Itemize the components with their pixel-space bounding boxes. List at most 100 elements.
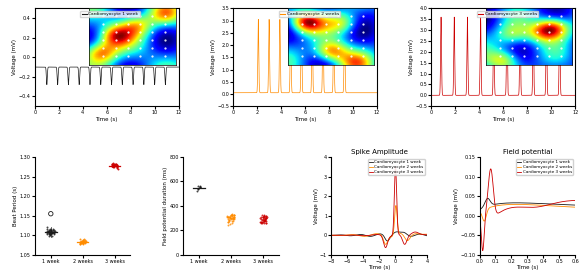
Point [258,217,267,222]
Point [113,165,122,169]
Point [112,164,121,168]
Point [229,213,239,218]
Legend: Cardiomyocyte 2 weeks: Cardiomyocyte 2 weeks [278,11,340,17]
Point [229,213,239,218]
Point [195,185,205,189]
Point [81,239,91,243]
Point [49,227,58,232]
Point [109,165,119,169]
Point [113,167,122,171]
Point [47,228,56,232]
Point [78,239,87,244]
Point [259,213,268,218]
Y-axis label: Voltage (mV): Voltage (mV) [12,39,17,75]
Point [229,215,239,220]
Point [228,213,237,217]
Point [107,164,116,168]
Point [107,163,117,168]
Point [225,218,234,223]
Point [111,162,120,166]
Point [48,230,58,234]
Point [49,228,58,232]
Point [227,216,236,221]
Legend: Cardiomyocyte 1 week: Cardiomyocyte 1 week [80,11,139,17]
Point [260,214,270,219]
Y-axis label: Voltage (mV): Voltage (mV) [409,39,414,75]
Point [258,220,267,224]
Point [78,238,88,242]
Point [46,229,56,233]
Y-axis label: Field potential duration (ms): Field potential duration (ms) [163,167,168,245]
Point [78,239,87,244]
Point [260,217,270,221]
Point [226,213,235,217]
Point [78,242,88,246]
Point [50,230,59,235]
X-axis label: Time (s): Time (s) [294,117,316,122]
Point [258,218,267,223]
Y-axis label: Voltage (mV): Voltage (mV) [454,188,459,224]
Point [224,219,233,224]
Point [109,163,118,167]
Y-axis label: Beat Period (s): Beat Period (s) [13,186,19,226]
Point [112,163,121,167]
Point [227,213,236,217]
Point [44,230,53,234]
Point [195,184,205,188]
Point [260,214,269,219]
Point [46,211,55,216]
Point [80,240,89,245]
Point [229,217,238,221]
Point [112,166,121,170]
Point [45,234,54,238]
Point [193,189,202,193]
Legend: Cardiomyocyte 1 week, Cardiomyocyte 2 weeks, Cardiomyocyte 3 weeks: Cardiomyocyte 1 week, Cardiomyocyte 2 we… [516,159,573,175]
Point [46,231,55,235]
Point [45,229,54,234]
Point [45,232,54,237]
Point [78,241,87,245]
Point [261,215,271,220]
Point [223,214,232,218]
Point [47,230,56,235]
Point [50,232,59,236]
Point [44,230,53,234]
Title: Field potential: Field potential [503,149,552,155]
Point [260,217,269,221]
Point [257,213,267,218]
Point [228,216,238,220]
Point [43,229,52,234]
Point [112,162,121,167]
Point [45,231,54,236]
Point [75,241,84,245]
Point [257,220,266,224]
Point [260,217,270,222]
Point [193,187,202,192]
Point [229,215,239,220]
Point [42,225,52,230]
Point [109,164,118,169]
Point [260,219,269,223]
Point [49,230,59,235]
Point [260,214,269,219]
Point [109,162,119,166]
Point [229,216,239,221]
Point [46,229,56,234]
Point [225,216,235,220]
Point [228,220,237,225]
Point [46,227,55,232]
Point [113,164,122,168]
Title: Spike Amplitude: Spike Amplitude [351,149,408,155]
Point [225,216,234,221]
Point [48,227,58,231]
Point [109,161,118,165]
Point [259,219,268,223]
Point [78,239,87,244]
Point [78,240,88,245]
Legend: Cardiomyocyte 3 weeks: Cardiomyocyte 3 weeks [477,11,539,17]
Point [225,215,234,219]
Point [223,214,232,219]
Point [259,221,268,225]
X-axis label: Time (s): Time (s) [516,265,539,270]
Point [227,218,236,223]
